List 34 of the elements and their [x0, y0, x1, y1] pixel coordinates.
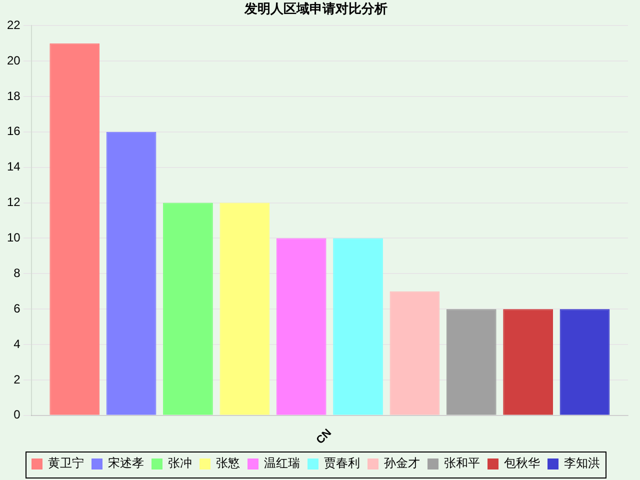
chart-title: 发明人区域申请对比分析 — [244, 2, 388, 18]
bar — [276, 238, 326, 415]
y-tick-label: 8 — [14, 266, 21, 280]
legend-label: 温红瑞 — [264, 456, 300, 470]
legend-label: 张慜 — [216, 456, 240, 470]
bar — [503, 309, 553, 415]
legend-label: 包秋华 — [504, 456, 540, 470]
y-tick-label: 16 — [6, 124, 21, 138]
y-tick-label: 4 — [14, 336, 21, 351]
y-tick-label: 20 — [6, 53, 21, 68]
y-tick-label: 0 — [14, 408, 21, 422]
x-tick-label: CN — [314, 426, 334, 447]
legend-label: 张和平 — [444, 456, 480, 470]
y-tick-label: 6 — [14, 301, 21, 316]
bar — [220, 202, 270, 415]
legend-label: 黄卫宁 — [48, 456, 84, 470]
bar — [560, 309, 610, 415]
bar — [106, 132, 156, 415]
bar — [390, 291, 440, 415]
y-tick-label: 14 — [6, 160, 21, 174]
y-tick-label: 18 — [6, 88, 21, 103]
y-tick-label: 2 — [14, 372, 21, 386]
y-tick-label: 22 — [6, 18, 21, 32]
bar — [446, 309, 496, 415]
bar — [163, 202, 213, 415]
legend-label: 宋述孝 — [108, 456, 144, 470]
y-tick-label: 12 — [6, 195, 21, 210]
legend-label: 孙金才 — [384, 456, 420, 470]
bar — [333, 238, 383, 415]
legend-label: 贾春利 — [324, 456, 360, 470]
legend-label: 李知洪 — [564, 456, 600, 470]
y-tick-label: 10 — [6, 230, 21, 245]
bar — [50, 43, 100, 415]
legend-label: 张冲 — [168, 456, 192, 470]
